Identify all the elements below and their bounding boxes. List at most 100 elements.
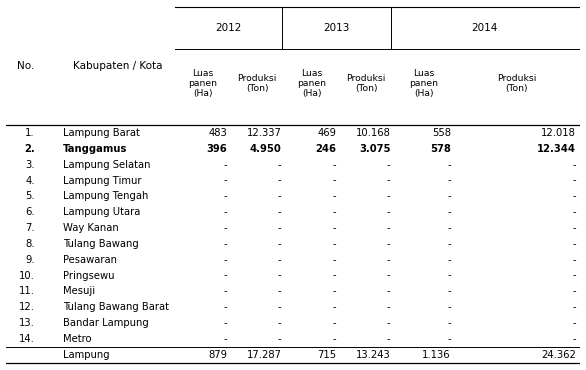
Text: 13.: 13. (19, 318, 35, 328)
Text: Lampung Tengah: Lampung Tengah (63, 191, 149, 201)
Text: -: - (332, 255, 336, 265)
Text: -: - (223, 239, 227, 249)
Text: 12.344: 12.344 (537, 144, 576, 154)
Text: -: - (387, 318, 391, 328)
Text: 715: 715 (317, 350, 336, 360)
Text: -: - (447, 286, 451, 296)
Text: 9.: 9. (25, 255, 35, 265)
Text: -: - (223, 207, 227, 217)
Text: -: - (278, 255, 281, 265)
Text: -: - (332, 239, 336, 249)
Text: No.: No. (17, 61, 35, 71)
Text: 1.: 1. (25, 128, 35, 138)
Text: -: - (278, 223, 281, 233)
Text: Kabupaten / Kota: Kabupaten / Kota (73, 61, 162, 71)
Text: -: - (223, 334, 227, 344)
Text: 7.: 7. (25, 223, 35, 233)
Text: 879: 879 (208, 350, 227, 360)
Text: -: - (387, 302, 391, 312)
Text: -: - (573, 270, 576, 280)
Text: -: - (332, 207, 336, 217)
Text: -: - (223, 302, 227, 312)
Text: -: - (223, 270, 227, 280)
Text: 12.: 12. (19, 302, 35, 312)
Text: Tulang Bawang Barat: Tulang Bawang Barat (63, 302, 169, 312)
Text: 2.: 2. (24, 144, 35, 154)
Text: -: - (223, 286, 227, 296)
Text: 2014: 2014 (472, 23, 498, 33)
Text: -: - (387, 255, 391, 265)
Text: Way Kanan: Way Kanan (63, 223, 119, 233)
Text: 3.075: 3.075 (359, 144, 391, 154)
Text: -: - (332, 191, 336, 201)
Text: -: - (332, 270, 336, 280)
Text: -: - (387, 191, 391, 201)
Text: -: - (447, 191, 451, 201)
Text: Lampung: Lampung (63, 350, 110, 360)
Text: -: - (447, 239, 451, 249)
Text: -: - (387, 223, 391, 233)
Text: Lampung Utara: Lampung Utara (63, 207, 141, 217)
Text: 5.: 5. (25, 191, 35, 201)
Text: 3.: 3. (25, 160, 35, 170)
Text: -: - (332, 223, 336, 233)
Text: -: - (223, 318, 227, 328)
Text: -: - (573, 334, 576, 344)
Text: 558: 558 (432, 128, 451, 138)
Text: 483: 483 (208, 128, 227, 138)
Text: 469: 469 (317, 128, 336, 138)
Text: -: - (573, 302, 576, 312)
Text: 1.136: 1.136 (423, 350, 451, 360)
Text: -: - (278, 239, 281, 249)
Text: -: - (573, 286, 576, 296)
Text: Produksi
(Ton): Produksi (Ton) (346, 74, 386, 93)
Text: -: - (573, 318, 576, 328)
Text: -: - (573, 160, 576, 170)
Text: -: - (387, 207, 391, 217)
Text: 12.337: 12.337 (247, 128, 281, 138)
Text: -: - (278, 207, 281, 217)
Text: -: - (573, 255, 576, 265)
Text: -: - (447, 270, 451, 280)
Text: 8.: 8. (25, 239, 35, 249)
Text: 17.287: 17.287 (247, 350, 281, 360)
Text: -: - (573, 176, 576, 186)
Text: 2013: 2013 (323, 23, 349, 33)
Text: -: - (278, 334, 281, 344)
Text: Pringsewu: Pringsewu (63, 270, 115, 280)
Text: -: - (278, 270, 281, 280)
Text: 246: 246 (315, 144, 336, 154)
Text: 578: 578 (430, 144, 451, 154)
Text: -: - (332, 318, 336, 328)
Text: Tulang Bawang: Tulang Bawang (63, 239, 139, 249)
Text: Mesuji: Mesuji (63, 286, 96, 296)
Text: -: - (223, 160, 227, 170)
Text: -: - (387, 176, 391, 186)
Text: -: - (447, 334, 451, 344)
Text: 12.018: 12.018 (541, 128, 576, 138)
Text: Produksi
(Ton): Produksi (Ton) (497, 74, 536, 93)
Text: Lampung Selatan: Lampung Selatan (63, 160, 151, 170)
Text: -: - (447, 302, 451, 312)
Text: -: - (332, 302, 336, 312)
Text: 6.: 6. (25, 207, 35, 217)
Text: 10.: 10. (19, 270, 35, 280)
Text: Luas
panen
(Ha): Luas panen (Ha) (297, 68, 326, 98)
Text: Lampung Barat: Lampung Barat (63, 128, 140, 138)
Text: 24.362: 24.362 (541, 350, 576, 360)
Text: -: - (447, 255, 451, 265)
Text: Lampung Timur: Lampung Timur (63, 176, 142, 186)
Text: -: - (387, 160, 391, 170)
Text: -: - (447, 176, 451, 186)
Text: -: - (447, 160, 451, 170)
Text: -: - (278, 191, 281, 201)
Text: -: - (447, 207, 451, 217)
Text: -: - (573, 239, 576, 249)
Text: 4.: 4. (25, 176, 35, 186)
Text: -: - (223, 191, 227, 201)
Text: -: - (332, 334, 336, 344)
Text: -: - (278, 302, 281, 312)
Text: -: - (223, 223, 227, 233)
Text: Luas
panen
(Ha): Luas panen (Ha) (409, 68, 438, 98)
Text: -: - (573, 207, 576, 217)
